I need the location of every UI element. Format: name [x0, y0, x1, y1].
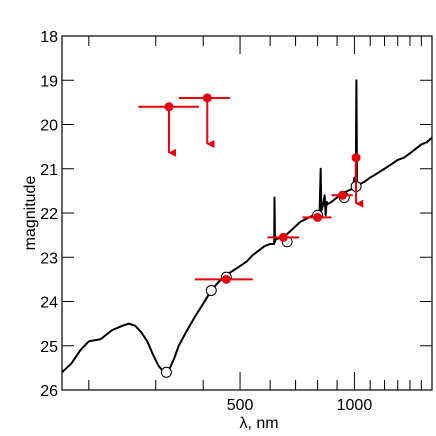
model-point: [205, 284, 217, 296]
x-axis-label: λ, nm: [239, 415, 278, 432]
photometry-point: [337, 190, 347, 200]
photometry-point: [221, 274, 231, 284]
y-tick-label: 25: [40, 339, 58, 356]
photometry-point: [164, 102, 174, 112]
spectrum-line: [61, 79, 433, 374]
points-group: [138, 93, 364, 378]
plot-frame: [61, 35, 433, 391]
photometry-point: [313, 212, 323, 222]
y-tick-label: 26: [40, 383, 58, 400]
y-tick-label: 22: [40, 206, 58, 223]
y-tick-label: 19: [40, 73, 58, 90]
photometry-point: [202, 93, 212, 103]
y-tick-label: 20: [40, 118, 58, 135]
y-tick-label: 23: [40, 250, 58, 267]
y-tick-label: 21: [40, 162, 58, 179]
series-group: [61, 79, 433, 374]
y-tick-label: 24: [40, 295, 58, 312]
x-tick-label: 1000: [337, 397, 373, 414]
model-point: [160, 366, 172, 378]
y-tick-label: 18: [40, 29, 58, 46]
axes-group: 18 19 20 21 22 23 24 25 26 500 1000: [40, 29, 433, 414]
photometry-point: [351, 153, 361, 163]
photometry-point: [278, 232, 288, 242]
x-tick-label: 500: [227, 397, 254, 414]
y-axis-label: magnitude: [22, 176, 39, 251]
